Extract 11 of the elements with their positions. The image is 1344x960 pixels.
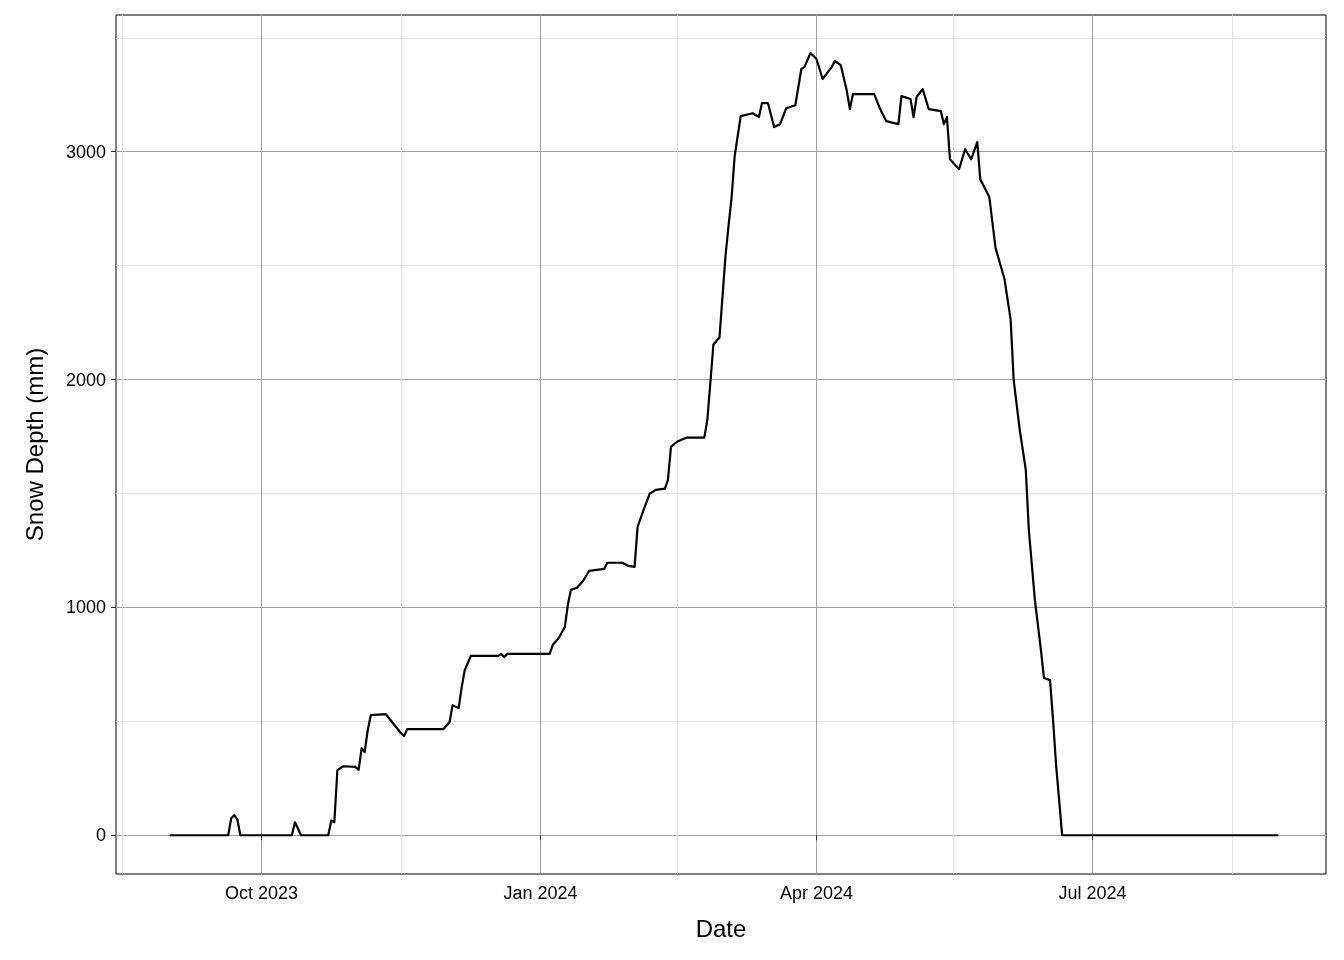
y-tick-label: 3000 xyxy=(65,141,106,162)
x-tick-label: Apr 2024 xyxy=(780,883,854,903)
x-tick-label: Jan 2024 xyxy=(503,883,578,903)
y-tick-label: 1000 xyxy=(65,597,106,618)
y-tick-label: 0 xyxy=(95,825,106,846)
y-axis-title: Snow Depth (mm) xyxy=(20,347,48,542)
line-series xyxy=(169,51,1279,837)
y-tick-label: 2000 xyxy=(65,369,106,390)
x-tick-label: Jul 2024 xyxy=(1058,883,1127,903)
x-axis-title: Date xyxy=(695,914,747,942)
x-tick-label: Oct 2023 xyxy=(225,883,299,903)
